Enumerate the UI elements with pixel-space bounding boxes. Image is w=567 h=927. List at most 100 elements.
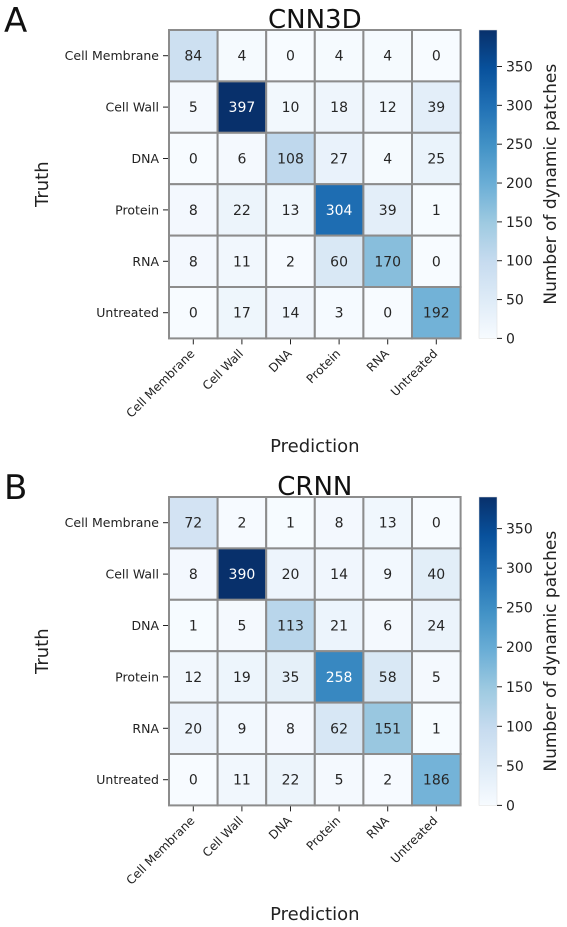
y-tick-label: Protein bbox=[115, 669, 159, 684]
colorbar-tick-label: 250 bbox=[506, 137, 533, 153]
heatmap-cell-dna-rna bbox=[362, 131, 413, 186]
heatmap-cell-cell-wall-untreated bbox=[411, 547, 462, 601]
heatmap-cell-cell-membrane-protein bbox=[313, 496, 365, 550]
y-tick-label: Cell Wall bbox=[105, 100, 159, 115]
heatmap-cell-protein-dna bbox=[265, 183, 316, 237]
colorbar-label: Number of dynamic patches bbox=[541, 531, 561, 772]
heatmap-cell-protein-untreated bbox=[411, 650, 462, 704]
cell-value-label: 5 bbox=[189, 100, 198, 116]
cell-value-label: 3 bbox=[335, 306, 344, 322]
cell-value-label: 12 bbox=[379, 100, 397, 116]
cell-value-label: 1 bbox=[189, 619, 198, 635]
panel-label: A bbox=[4, 1, 27, 41]
heatmap-cell-rna-cell-wall bbox=[216, 234, 268, 289]
cell-value-label: 25 bbox=[427, 152, 445, 168]
colorbar-tick-label: 50 bbox=[506, 293, 524, 309]
cell-value-label: 58 bbox=[379, 670, 397, 686]
heatmap-cell-untreated-untreated bbox=[411, 286, 462, 340]
cell-value-label: 1 bbox=[432, 203, 441, 219]
heatmap-cell-dna-dna bbox=[265, 131, 316, 186]
heatmap-cell-untreated-rna bbox=[362, 286, 413, 340]
heatmap-cell-cell-membrane-untreated bbox=[411, 496, 462, 550]
cell-value-label: 2 bbox=[237, 516, 246, 532]
cell-value-label: 6 bbox=[383, 619, 392, 635]
colorbar-tick-label: 0 bbox=[506, 798, 515, 814]
heatmap-cell-dna-rna bbox=[362, 598, 413, 653]
heatmap-cell-untreated-untreated bbox=[411, 753, 462, 807]
heatmap-cell-dna-protein bbox=[313, 131, 365, 186]
cell-value-label: 397 bbox=[229, 100, 256, 116]
colorbar-tick-label: 350 bbox=[506, 60, 533, 76]
heatmap-cell-cell-membrane-cell-wall bbox=[216, 29, 268, 83]
cell-value-label: 72 bbox=[184, 516, 202, 532]
cell-value-label: 0 bbox=[189, 306, 198, 322]
x-tick-label: Protein bbox=[304, 347, 344, 387]
cell-value-label: 1 bbox=[286, 516, 295, 532]
x-axis-label: Prediction bbox=[270, 904, 359, 925]
cell-value-label: 9 bbox=[383, 567, 392, 583]
cell-value-label: 4 bbox=[383, 49, 392, 65]
colorbar-tick-label: 50 bbox=[506, 759, 524, 775]
heatmap-cell-untreated-cell-membrane bbox=[168, 753, 219, 807]
cell-value-label: 19 bbox=[233, 670, 251, 686]
cell-value-label: 62 bbox=[330, 721, 348, 737]
cell-value-label: 10 bbox=[282, 100, 300, 116]
cell-value-label: 21 bbox=[330, 619, 348, 635]
cell-value-label: 4 bbox=[237, 49, 246, 65]
cell-value-label: 40 bbox=[427, 567, 445, 583]
colorbar-tick-label: 200 bbox=[506, 640, 533, 656]
x-tick-label: RNA bbox=[364, 346, 393, 375]
x-tick-label: RNA bbox=[364, 813, 393, 842]
y-tick-label: Cell Membrane bbox=[65, 48, 160, 63]
heatmap-cell-protein-rna bbox=[362, 183, 413, 237]
colorbar bbox=[478, 29, 498, 339]
heatmap-cell-untreated-cell-wall bbox=[216, 753, 268, 807]
heatmap-cell-untreated-rna bbox=[362, 753, 413, 807]
heatmap-cell-protein-untreated bbox=[411, 183, 462, 237]
colorbar-tick-label: 0 bbox=[506, 331, 515, 347]
y-tick-label: Cell Wall bbox=[105, 567, 159, 582]
y-axis-label: Truth bbox=[32, 628, 53, 675]
cell-value-label: 0 bbox=[189, 773, 198, 789]
heatmap-cell-cell-membrane-cell-membrane bbox=[168, 29, 219, 83]
cell-value-label: 170 bbox=[374, 254, 401, 270]
cell-value-label: 8 bbox=[189, 254, 198, 270]
heatmap-cell-rna-cell-wall bbox=[216, 701, 268, 755]
colorbar-tick-label: 150 bbox=[506, 215, 533, 231]
cell-value-label: 22 bbox=[233, 203, 251, 219]
y-tick-label: RNA bbox=[132, 721, 159, 736]
y-tick-label: RNA bbox=[132, 254, 159, 269]
y-axis-label: Truth bbox=[32, 161, 53, 208]
colorbar-tick-label: 150 bbox=[506, 680, 533, 696]
colorbar-tick-label: 350 bbox=[506, 522, 533, 538]
cell-value-label: 8 bbox=[189, 567, 198, 583]
heatmap-cell-dna-cell-membrane bbox=[168, 598, 219, 653]
cell-value-label: 0 bbox=[383, 306, 392, 322]
cell-value-label: 35 bbox=[282, 670, 300, 686]
cell-value-label: 0 bbox=[432, 49, 441, 65]
heatmap-cell-dna-cell-wall bbox=[216, 598, 268, 653]
x-axis-label: Prediction bbox=[270, 436, 359, 457]
cell-value-label: 20 bbox=[282, 567, 300, 583]
cell-value-label: 27 bbox=[330, 152, 348, 168]
cell-value-label: 18 bbox=[330, 100, 348, 116]
cell-value-label: 5 bbox=[432, 670, 441, 686]
cell-value-label: 5 bbox=[237, 619, 246, 635]
colorbar-tick-label: 250 bbox=[506, 601, 533, 617]
cell-value-label: 84 bbox=[184, 49, 202, 65]
cell-value-label: 14 bbox=[330, 567, 348, 583]
heatmap-cell-untreated-cell-membrane bbox=[168, 286, 219, 340]
heatmap-cell-rna-cell-membrane bbox=[168, 701, 219, 755]
cell-value-label: 20 bbox=[184, 721, 202, 737]
x-tick-label: Cell Membrane bbox=[123, 814, 197, 888]
heatmap-cell-untreated-dna bbox=[265, 753, 316, 807]
heatmap-cell-rna-untreated bbox=[411, 234, 462, 289]
colorbar-tick-label: 100 bbox=[506, 254, 533, 270]
heatmap-cell-cell-wall-untreated bbox=[411, 80, 462, 134]
colorbar-tick-label: 100 bbox=[506, 719, 533, 735]
heatmap-cell-cell-membrane-dna bbox=[265, 29, 316, 83]
cell-value-label: 13 bbox=[379, 516, 397, 532]
cell-value-label: 14 bbox=[282, 306, 300, 322]
y-tick-label: Untreated bbox=[96, 772, 159, 787]
y-tick-label: Cell Membrane bbox=[65, 515, 160, 530]
